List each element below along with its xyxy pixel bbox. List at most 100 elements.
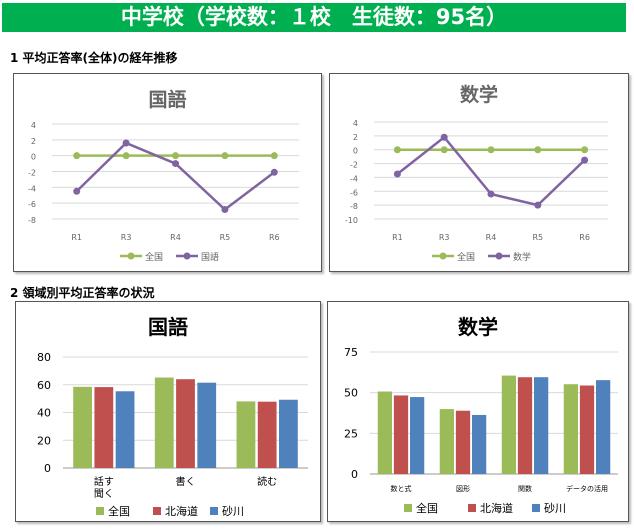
legend-label: 全国 (416, 501, 438, 515)
x-tick-label: R4 (170, 233, 181, 242)
data-point-全国 (393, 146, 401, 154)
bar-北海道 (176, 379, 195, 468)
bar-全国 (501, 375, 517, 474)
data-point-全国 (487, 146, 495, 154)
x-tick-label: 図形 (456, 485, 470, 493)
y-tick-label: -4 (28, 184, 36, 193)
y-tick-label: -2 (350, 161, 358, 170)
legend-swatch (532, 504, 540, 512)
data-point-全国 (440, 146, 448, 154)
x-tick-label: 関数 (518, 484, 532, 493)
x-tick-label: 書く (176, 475, 196, 488)
bar-砂川 (197, 382, 217, 468)
bar-砂川 (409, 397, 425, 474)
legend-swatch (404, 504, 412, 512)
x-tick-label: R1 (392, 233, 403, 242)
data-point-全国 (270, 152, 278, 160)
y-tick-label: 25 (344, 427, 358, 440)
legend-swatch (468, 504, 476, 512)
legend-label: 北海道 (165, 504, 198, 518)
data-point-国語 (270, 168, 278, 176)
data-point-数学 (534, 201, 542, 209)
section-1-heading: 1 平均正答率(全体)の経年推移 (10, 51, 178, 65)
x-tick-label: R3 (439, 233, 450, 242)
y-tick-label: -8 (28, 216, 36, 225)
data-point-全国 (534, 146, 542, 154)
sugaku-trend-chart: 数学 4 2 0 -2 -4 -6 -8 -10 R1 R3 R4 R5 R6 全国 数学 (329, 73, 629, 272)
legend-swatch (96, 507, 104, 515)
x-tick-label: データの活用 (566, 484, 608, 493)
bar-北海道 (94, 387, 114, 468)
bar-北海道 (517, 377, 533, 474)
x-tick-label: R3 (121, 233, 132, 242)
data-point-国語 (73, 187, 81, 195)
y-tick-label: 80 (37, 351, 51, 364)
legend-marker (439, 252, 447, 260)
chart-title: 数学 (460, 83, 498, 106)
bar-砂川 (115, 391, 135, 468)
y-tick-label: -6 (350, 188, 358, 197)
data-point-全国 (221, 152, 229, 160)
y-tick-label: 40 (37, 407, 51, 420)
data-point-全国 (172, 152, 179, 160)
y-tick-label: 0 (353, 147, 358, 156)
y-tick-label: 0 (44, 462, 51, 475)
x-tick-label: 読む (257, 475, 277, 488)
bar-砂川 (533, 377, 549, 474)
x-tick-label: 話す (94, 475, 114, 488)
y-tick-label: 50 (344, 387, 358, 400)
data-point-国語 (221, 206, 229, 213)
legend-label: 砂川 (222, 505, 244, 518)
bar-北海道 (257, 401, 277, 468)
bar-砂川 (595, 380, 611, 474)
x-tick-label: R4 (486, 233, 497, 242)
legend-marker (495, 252, 503, 260)
legend-swatch (153, 507, 161, 515)
y-tick-label: -8 (350, 202, 358, 211)
chart-title: 国語 (148, 88, 186, 111)
chart-title: 国語 (148, 315, 188, 339)
bar-北海道 (393, 395, 409, 474)
x-tick-label: R6 (579, 233, 590, 242)
section-2-heading: 2 領域別平均正答率の状況 (10, 286, 155, 300)
legend-label: 全国 (457, 251, 475, 263)
chart-svg: 数学 4 2 0 -2 -4 -6 -8 -10 R1 R3 R4 R5 R6 全国 数学 (345, 83, 608, 263)
bar-砂川 (279, 399, 298, 468)
bar-全国 (73, 386, 92, 468)
y-tick-label: 2 (31, 137, 36, 146)
page-banner: 中学校（学校数：１校 生徒数：95名） (2, 3, 626, 32)
data-point-数学 (440, 133, 448, 141)
legend-label: 全国 (108, 504, 130, 518)
y-tick-label: 0 (351, 468, 358, 481)
data-point-数学 (487, 190, 495, 198)
legend-label: 国語 (201, 251, 219, 263)
bar-砂川 (471, 414, 487, 474)
legend-label: 数学 (513, 251, 531, 263)
data-point-国語 (172, 160, 179, 168)
data-point-全国 (73, 152, 81, 160)
y-tick-label: -2 (28, 169, 36, 178)
x-tick-label: R1 (71, 233, 82, 242)
y-tick-label: 0 (31, 153, 36, 162)
kokugo-domain-chart: 国語 0 20 40 60 80 話す 聞く 書く 読む 全国 北海道 砂川 (15, 301, 321, 522)
legend-marker (183, 252, 191, 260)
y-tick-label: 4 (353, 119, 358, 128)
kokugo-trend-chart: 国語 4 2 0 -2 -4 -6 -8 R1 R3 R4 R5 R6 全国 国語 (13, 73, 322, 272)
bar-北海道 (455, 410, 471, 474)
bar-北海道 (579, 385, 595, 474)
bar-全国 (563, 384, 579, 474)
x-tick-label: R5 (220, 233, 231, 242)
x-tick-label: 数と式 (391, 484, 412, 493)
legend-label: 砂川 (544, 502, 566, 515)
legend-swatch (210, 507, 218, 515)
bar-全国 (154, 377, 174, 468)
bar-全国 (439, 409, 455, 474)
legend-label: 北海道 (480, 501, 513, 515)
y-tick-label: 75 (344, 346, 358, 359)
y-tick-label: -10 (345, 216, 358, 225)
x-tick-label: R5 (532, 233, 543, 242)
chart-svg: 国語 4 2 0 -2 -4 -6 -8 R1 R3 R4 R5 R6 全国 国語 (28, 88, 299, 263)
data-point-全国 (122, 152, 130, 160)
